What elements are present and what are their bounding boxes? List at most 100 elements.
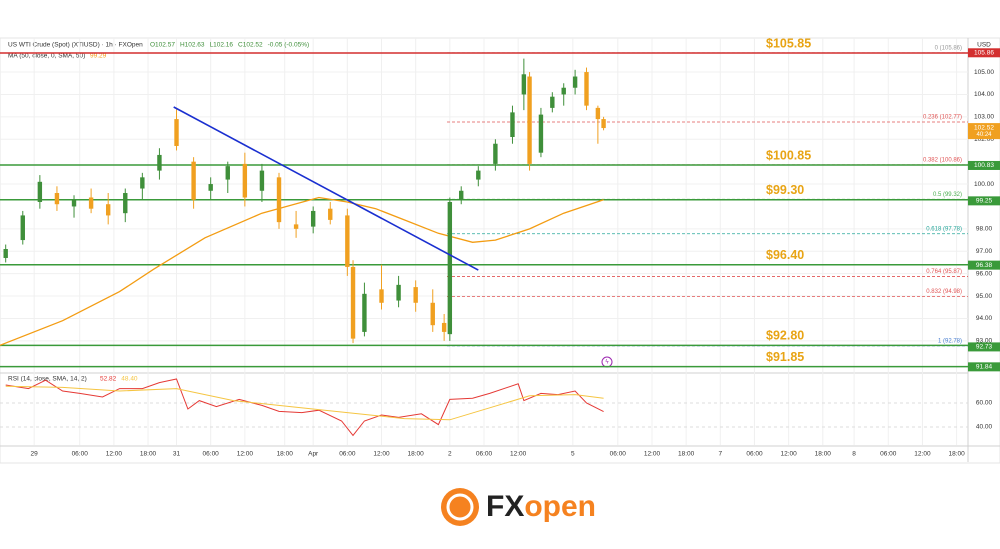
candle-body [276,177,282,223]
price-tag-label: 92.73 [976,344,993,351]
fib-label: 0.5 (99.32) [933,192,962,198]
x-tick-label: 06:00 [72,451,89,458]
candle-body [396,284,401,301]
fib-label: 1 (92.78) [938,338,962,344]
logo-open: open [524,490,596,523]
ohlc-reading: O102.57 [150,42,175,49]
x-tick-label: 18:00 [277,451,294,458]
candle-body [413,287,418,303]
rsi-line [5,378,604,437]
candle-body [527,76,532,164]
candle-body [105,204,111,216]
level-label: $92.80 [766,329,804,343]
price-tag-label: 91.84 [976,364,993,371]
candle-body [561,87,566,95]
candle-body [430,302,435,326]
candle-body [379,289,384,303]
logo-text: FXopen [486,490,596,523]
candle-body [550,96,555,108]
candle-body [123,193,128,214]
x-tick-label: 7 [718,451,722,458]
fib-label: 0.382 (100.86) [923,157,962,163]
candle-body [88,197,94,209]
x-tick-label: 12:00 [914,451,931,458]
price-tag-label: 99.25 [976,198,993,205]
candle-body [310,210,316,227]
candle-body [601,119,606,129]
level-label: $99.30 [766,183,804,197]
fib-label: 0.764 (95.87) [926,269,962,275]
chart-title: US WTI Crude (Spot) (XTIUSD) · 1h · FXOp… [8,42,143,49]
axis-label: USD [977,42,991,49]
price-tag [968,342,1000,352]
x-tick-label: 12:00 [510,451,527,458]
candle-body [71,199,77,207]
candle-body [538,114,544,153]
y-tick-label: 93.00 [976,338,993,345]
logo: FXopen [441,488,596,526]
candle-body [362,293,367,332]
x-tick-label: 31 [173,451,181,458]
x-tick-label: 18:00 [140,451,157,458]
moving-average [0,196,604,346]
chart-frame [0,37,1000,464]
candle-body [140,177,145,189]
logo-icon-ring [446,493,474,521]
candle-body [521,74,527,95]
x-tick-label: 06:00 [880,451,897,458]
candle-body [595,107,601,120]
candle-body [293,224,299,229]
fib-label: 0 (105.86) [935,45,962,51]
price-tag-label: 100.83 [974,162,994,169]
y-tick-label: 94.00 [976,315,993,322]
y-tick-label: 95.00 [976,293,993,300]
ohlc-reading: C102.52 [238,42,263,49]
x-tick-label: Apr [308,451,319,458]
candle-body [191,161,196,200]
event-icon-glyph: ϟ [605,360,609,366]
x-tick-label: 2 [448,451,452,458]
x-tick-label: 8 [852,451,856,458]
y-tick-label: 105.00 [974,69,994,76]
ohlc-reading: H102.63 [180,42,205,49]
level-label: $96.40 [766,248,804,262]
fib-label: 0.236 (102.77) [923,115,962,121]
y-tick-label: 100.00 [974,181,994,188]
price-tag-countdown: 40:24 [976,132,992,138]
level-label: $100.85 [766,148,811,162]
candle-body [510,112,515,138]
candle-body [20,215,25,241]
rsi-reading: 52.82 [100,376,117,383]
x-tick-label: 12:00 [106,451,123,458]
candle-body [459,190,464,200]
candle-body [259,170,265,191]
candle-body [328,208,333,220]
x-tick-label: 12:00 [780,451,797,458]
rsi-tick-label: 40.00 [976,424,993,431]
rsi-tick-label: 60.00 [976,400,993,407]
y-tick-label: 104.00 [974,91,994,98]
candle-body [476,170,481,180]
logo-fx: FX [486,490,524,523]
x-tick-label: 12:00 [644,451,661,458]
level-label: $91.85 [766,350,804,364]
x-tick-label: 29 [31,451,39,458]
rsi-title: RSI (14, close, SMA, 14, 2) [8,376,87,383]
price-tag [968,160,1000,170]
price-tag [968,196,1000,206]
candle-body [584,72,589,106]
rsi-reading: 48.40 [121,376,138,383]
candle-body [447,201,453,335]
price-tag [968,48,1000,58]
level-label: $105.85 [766,36,811,50]
candle-body [572,76,578,88]
candle-body [350,266,356,339]
candle-body [174,119,179,146]
candle-body [493,143,498,164]
rsi-line [5,385,604,421]
price-tag-label: 105.86 [974,50,994,57]
x-tick-label: 5 [571,451,575,458]
grid [0,38,968,445]
x-tick-label: 06:00 [610,451,627,458]
